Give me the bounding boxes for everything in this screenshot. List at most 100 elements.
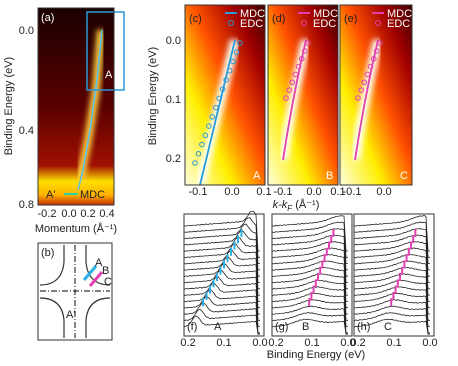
x-tick-label: 0.1 xyxy=(256,186,271,198)
edc-curve xyxy=(271,260,348,296)
legend-label: EDC xyxy=(387,18,410,30)
marker: C xyxy=(400,170,408,182)
edc-curve xyxy=(353,273,430,309)
frame xyxy=(184,4,266,186)
panel-label: (h) xyxy=(357,321,370,333)
legend-marker xyxy=(375,20,381,26)
legend-label: MDC xyxy=(240,8,265,20)
edc-point xyxy=(216,95,223,102)
edc-curve xyxy=(271,305,348,335)
x-tick-label: -0.1 xyxy=(274,186,293,198)
edc-curve xyxy=(353,312,430,335)
edc-curve xyxy=(271,311,348,335)
marker: C xyxy=(104,276,112,288)
edc-curve xyxy=(353,318,430,335)
legend-marker xyxy=(301,20,307,26)
y-tick-label: 0.1 xyxy=(166,94,181,106)
edc-curve xyxy=(271,215,348,252)
x-tick-label: 0.2 xyxy=(350,337,365,349)
x-tick-label: 0.2 xyxy=(180,337,195,349)
legend-label: MDC xyxy=(80,189,105,201)
x-tick-label: 0.0 xyxy=(376,186,391,198)
edc-point xyxy=(233,49,240,56)
edc-curve xyxy=(271,221,348,258)
edc-curve xyxy=(271,279,348,315)
edc-curve xyxy=(183,282,260,321)
edc-curve xyxy=(183,262,260,302)
marker: B xyxy=(326,170,333,182)
edc-curve xyxy=(353,215,430,252)
edc-point xyxy=(370,55,377,62)
edc-point xyxy=(283,95,289,101)
y-tick-label: 0.4 xyxy=(19,125,34,137)
edc-curve xyxy=(183,236,260,277)
y-axis-label: Binding Energy (eV) xyxy=(147,47,159,145)
edc-curve xyxy=(183,217,260,258)
edc-curve xyxy=(183,223,260,264)
legend-label: EDC xyxy=(240,18,263,30)
edc-point xyxy=(289,79,296,86)
marker: A xyxy=(214,321,222,333)
x-tick-label: 0.1 xyxy=(330,186,345,198)
panel-label: (g) xyxy=(275,321,288,333)
marker: B xyxy=(102,265,109,277)
edc-curve xyxy=(353,247,430,283)
x-tick-label: -0.2 xyxy=(38,208,57,220)
x-tick-label: 0.2 xyxy=(80,208,95,220)
edc-curve xyxy=(183,302,260,335)
x-tick-label: 0.0 xyxy=(306,186,321,198)
edc-curve xyxy=(183,230,260,271)
panel-label: (e) xyxy=(344,13,357,25)
edc-point xyxy=(298,55,305,62)
legend-label: MDC xyxy=(387,8,412,20)
edc-curve xyxy=(271,266,348,302)
edc-curve xyxy=(353,240,430,277)
x-tick-label: 0.1 xyxy=(304,337,319,349)
x-axis-label: Momentum (Å⁻¹) xyxy=(35,222,117,235)
edc-curve xyxy=(183,315,260,335)
edc-point xyxy=(367,63,374,70)
edc-point xyxy=(212,104,219,111)
edc-curve xyxy=(353,234,430,271)
edc-curve xyxy=(183,276,260,315)
x-axis-label: k-kF (Å⁻¹) xyxy=(273,198,320,213)
x-tick-label: -0.1 xyxy=(189,186,208,198)
edc-point xyxy=(286,87,292,93)
mdc-curve xyxy=(199,39,236,186)
legend-marker xyxy=(228,20,234,26)
marker: A xyxy=(105,69,113,81)
edc-curve xyxy=(183,249,260,290)
y-tick-label: 0.0 xyxy=(166,35,181,47)
panel-label: (a) xyxy=(41,12,54,24)
edc-curve xyxy=(353,228,430,264)
edc-curve xyxy=(353,279,430,315)
region-box xyxy=(86,11,125,91)
marker: C xyxy=(384,321,392,333)
edc-curve xyxy=(353,286,430,321)
edc-curve xyxy=(183,210,260,252)
edc-point xyxy=(361,79,368,86)
x-tick-label: 0.2 xyxy=(268,337,283,349)
edc-point xyxy=(202,132,209,139)
x-axis-label: Binding Energy (eV) xyxy=(267,349,365,361)
edc-point xyxy=(295,63,302,70)
edc-point xyxy=(305,40,311,46)
frame xyxy=(37,7,115,206)
x-tick-label: 0.1 xyxy=(216,337,231,349)
fermi-surface xyxy=(39,245,111,338)
mdc-curve xyxy=(77,29,103,191)
x-tick-label: 0.1 xyxy=(386,337,401,349)
edc-curve xyxy=(271,234,348,271)
panel-label: (f) xyxy=(187,321,197,333)
edc-curve xyxy=(353,253,430,290)
edc-curve xyxy=(271,241,348,277)
frame xyxy=(271,213,353,337)
marker: A' xyxy=(46,189,55,201)
edc-curve xyxy=(183,255,260,296)
edc-point xyxy=(302,48,308,54)
edc-curve xyxy=(271,318,348,335)
cut xyxy=(88,271,104,287)
edc-curve xyxy=(271,273,348,309)
